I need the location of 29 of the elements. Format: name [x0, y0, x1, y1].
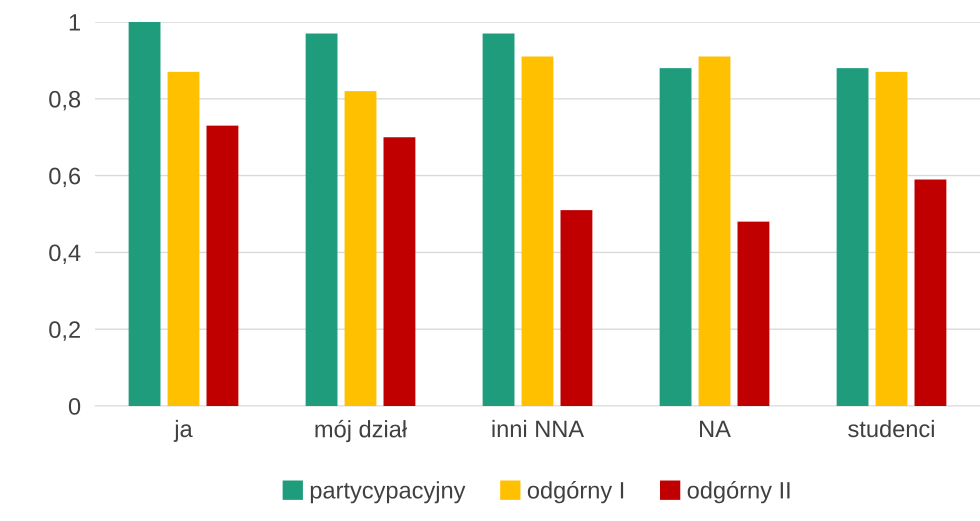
x-tick-label: mój dział [315, 420, 407, 442]
bar [560, 210, 592, 406]
bar [914, 179, 946, 406]
x-tick-label: inni NNA [492, 420, 584, 437]
bar [522, 56, 554, 406]
y-tick-label: 0,6 [49, 168, 80, 188]
bar [306, 34, 338, 406]
bar [384, 137, 416, 406]
legend-label: odgórny II [688, 481, 790, 504]
bar [836, 68, 868, 406]
y-tick-label: 0,8 [49, 90, 80, 110]
bar [660, 68, 692, 406]
y-tick-label: 0,4 [49, 244, 80, 264]
x-tick-label: NA [700, 420, 731, 437]
y-tick-label: 0,2 [49, 321, 80, 341]
bar [482, 34, 514, 406]
x-tick-label: studenci [848, 420, 934, 438]
x-tick-label: ja [174, 420, 193, 442]
legend-label: partycypacyjny [310, 481, 466, 504]
y-tick-label: 1 [70, 14, 80, 31]
y-tick-label: 0 [68, 398, 80, 415]
bar [128, 22, 160, 406]
legend-label: odgórny I [528, 481, 624, 504]
bar [206, 126, 238, 406]
bar [344, 91, 376, 406]
bar [698, 56, 730, 406]
bar [876, 72, 908, 406]
bar [738, 222, 770, 406]
bar [168, 72, 200, 406]
